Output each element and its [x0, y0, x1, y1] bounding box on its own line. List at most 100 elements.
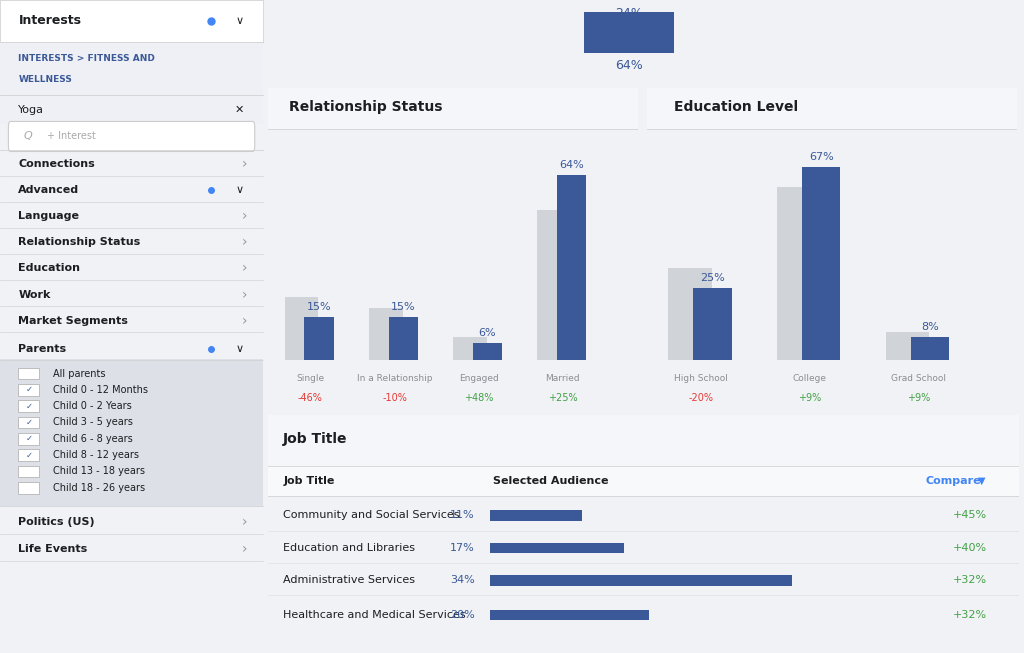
Text: ∨: ∨: [236, 343, 244, 354]
Text: Work: Work: [18, 289, 51, 300]
Text: Child 8 - 12 years: Child 8 - 12 years: [52, 450, 138, 460]
Text: Interests: Interests: [18, 14, 82, 27]
Bar: [489, 543, 595, 553]
Text: Compare: Compare: [925, 476, 981, 486]
Text: Engaged: Engaged: [459, 374, 499, 383]
Bar: [489, 543, 625, 553]
Bar: [18, 400, 40, 412]
Text: +32%: +32%: [953, 610, 987, 620]
Text: ∨: ∨: [236, 16, 244, 26]
Text: 8%: 8%: [922, 322, 939, 332]
Text: -10%: -10%: [382, 393, 407, 403]
Text: College: College: [793, 374, 827, 383]
Bar: [489, 610, 649, 620]
Bar: [18, 417, 40, 428]
FancyBboxPatch shape: [8, 121, 255, 151]
Text: Married: Married: [546, 374, 580, 383]
Text: ✓: ✓: [26, 434, 33, 443]
Text: -20%: -20%: [688, 393, 714, 403]
Text: 11%: 11%: [451, 511, 475, 520]
Text: 17%: 17%: [450, 543, 475, 553]
Text: Single: Single: [296, 374, 325, 383]
Text: Education and Libraries: Education and Libraries: [284, 543, 416, 553]
Bar: [473, 343, 502, 360]
Bar: [557, 175, 587, 360]
Text: 6%: 6%: [478, 328, 497, 338]
Text: ✓: ✓: [26, 385, 33, 394]
Bar: [0, 95, 263, 124]
Bar: [0, 0, 263, 42]
Text: ›: ›: [242, 261, 248, 276]
Bar: [0, 42, 263, 95]
Bar: [911, 338, 949, 360]
Text: Child 18 - 26 years: Child 18 - 26 years: [52, 483, 144, 493]
Bar: [268, 415, 1019, 466]
Text: In a Relationship: In a Relationship: [356, 374, 432, 383]
Text: + Interest: + Interest: [47, 131, 96, 142]
Text: Politics (US): Politics (US): [18, 517, 95, 527]
Text: ▼: ▼: [978, 476, 985, 486]
Text: Child 6 - 8 years: Child 6 - 8 years: [52, 434, 132, 444]
Text: ✕: ✕: [234, 104, 244, 115]
Text: 15%: 15%: [307, 302, 332, 312]
Bar: [285, 297, 318, 360]
Bar: [18, 368, 40, 379]
Text: WELLNESS: WELLNESS: [18, 75, 73, 84]
Text: ›: ›: [242, 313, 248, 328]
Bar: [489, 510, 583, 520]
Text: 64%: 64%: [614, 59, 642, 72]
Text: INTERESTS > FITNESS AND: INTERESTS > FITNESS AND: [18, 54, 156, 63]
Bar: [647, 88, 1017, 129]
Text: Advanced: Advanced: [18, 185, 80, 195]
Text: Administrative Services: Administrative Services: [284, 575, 416, 585]
Text: +9%: +9%: [799, 393, 821, 403]
Bar: [304, 317, 334, 360]
Text: Q: Q: [24, 131, 33, 142]
Text: ✓: ✓: [26, 451, 33, 460]
Text: Parents: Parents: [18, 343, 67, 354]
Text: Life Events: Life Events: [18, 544, 88, 554]
Bar: [489, 575, 793, 586]
Text: ›: ›: [242, 209, 248, 223]
Text: +25%: +25%: [548, 393, 578, 403]
Bar: [693, 288, 731, 360]
Bar: [0, 359, 263, 506]
Text: Job Title: Job Title: [284, 476, 335, 486]
Text: Selected Audience: Selected Audience: [494, 476, 609, 486]
Text: Grad School: Grad School: [891, 374, 946, 383]
Text: -46%: -46%: [298, 393, 323, 403]
Text: Education Level: Education Level: [674, 100, 798, 114]
Bar: [18, 482, 40, 494]
Text: Language: Language: [18, 211, 80, 221]
Text: 20%: 20%: [450, 610, 475, 620]
Bar: [268, 88, 639, 129]
Bar: [489, 575, 721, 586]
Bar: [584, 12, 674, 53]
Text: 67%: 67%: [809, 151, 834, 161]
Bar: [489, 610, 615, 620]
Text: Connections: Connections: [18, 159, 95, 169]
Text: 24%: 24%: [614, 7, 642, 20]
Text: Job Title: Job Title: [284, 432, 348, 446]
Text: Child 0 - 2 Years: Child 0 - 2 Years: [52, 401, 131, 411]
Bar: [776, 187, 820, 360]
Text: 34%: 34%: [450, 575, 475, 585]
Text: +40%: +40%: [953, 543, 987, 553]
Text: High School: High School: [674, 374, 728, 383]
Text: Healthcare and Medical Services: Healthcare and Medical Services: [284, 610, 466, 620]
Text: ›: ›: [242, 235, 248, 249]
Bar: [886, 332, 930, 360]
Text: 15%: 15%: [391, 302, 416, 312]
Text: +9%: +9%: [907, 393, 931, 403]
Text: Child 13 - 18 years: Child 13 - 18 years: [52, 466, 144, 477]
Bar: [388, 317, 418, 360]
Text: Child 3 - 5 years: Child 3 - 5 years: [52, 417, 132, 428]
Text: Education: Education: [18, 263, 81, 274]
Bar: [18, 449, 40, 461]
Text: ∨: ∨: [236, 185, 244, 195]
Text: Relationship Status: Relationship Status: [290, 100, 442, 114]
Text: Child 0 - 12 Months: Child 0 - 12 Months: [52, 385, 147, 395]
Text: ›: ›: [242, 287, 248, 302]
Bar: [18, 384, 40, 396]
Bar: [537, 210, 570, 360]
